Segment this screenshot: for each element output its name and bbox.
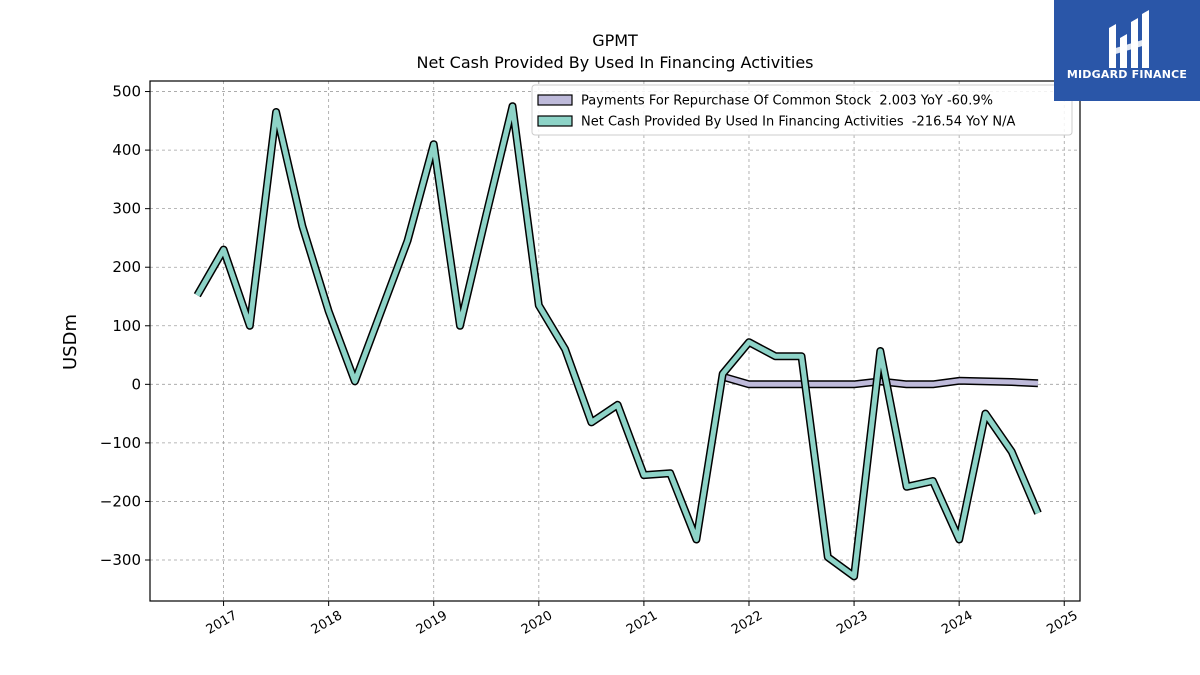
brand-logo-text: MIDGARD FINANCE bbox=[1066, 68, 1188, 81]
legend-label-financing: Net Cash Provided By Used In Financing A… bbox=[581, 115, 1016, 130]
legend-label-repurchase: Payments For Repurchase Of Common Stock … bbox=[581, 94, 993, 109]
y-tick-label: 500 bbox=[112, 83, 141, 101]
x-tick-label: 2020 bbox=[519, 608, 555, 638]
x-tick-label: 2019 bbox=[414, 608, 450, 638]
legend-frame bbox=[531, 84, 1073, 136]
x-tick-label: 2017 bbox=[204, 608, 240, 638]
y-tick-label: −100 bbox=[100, 434, 141, 452]
chart-subtitle: Net Cash Provided By Used In Financing A… bbox=[416, 53, 814, 72]
chart-title-block: GPMT Net Cash Provided By Used In Financ… bbox=[0, 30, 1200, 74]
series-line-1 bbox=[195, 103, 1041, 579]
brand-logo: MIDGARD FINANCE bbox=[1054, 0, 1200, 101]
y-tick-label: 400 bbox=[112, 141, 141, 159]
y-axis-label: USDm bbox=[60, 314, 81, 370]
x-tick-label: 2018 bbox=[309, 608, 345, 638]
legend-swatch-repurchase bbox=[537, 94, 573, 106]
y-tick-label: 200 bbox=[112, 258, 141, 276]
x-tick-label: 2022 bbox=[729, 608, 765, 638]
x-tick-label: 2023 bbox=[834, 608, 870, 638]
legend: Payments For Repurchase Of Common Stock … bbox=[531, 84, 1073, 136]
series-line-outline-1 bbox=[193, 102, 1042, 581]
axis-layer: 500 400 300 200 100 0 −100 −200 −300 2017 2018 2019… bbox=[100, 83, 1081, 638]
grid-layer bbox=[150, 81, 1080, 601]
midgard-logo-icon bbox=[1109, 10, 1149, 68]
x-tick-label: 2024 bbox=[939, 608, 975, 638]
y-tick-label: 0 bbox=[131, 375, 141, 393]
x-tick-label: 2021 bbox=[624, 608, 660, 638]
y-tick-label: −300 bbox=[100, 551, 141, 569]
y-tick-label: −200 bbox=[100, 492, 141, 510]
series-layer bbox=[193, 102, 1042, 581]
legend-swatch-financing bbox=[537, 115, 573, 127]
y-tick-label: 300 bbox=[112, 200, 141, 218]
chart-title: GPMT bbox=[592, 31, 638, 50]
y-tick-label: 100 bbox=[112, 317, 141, 335]
x-tick-label: 2025 bbox=[1044, 608, 1080, 638]
plot-frame bbox=[149, 80, 1081, 602]
